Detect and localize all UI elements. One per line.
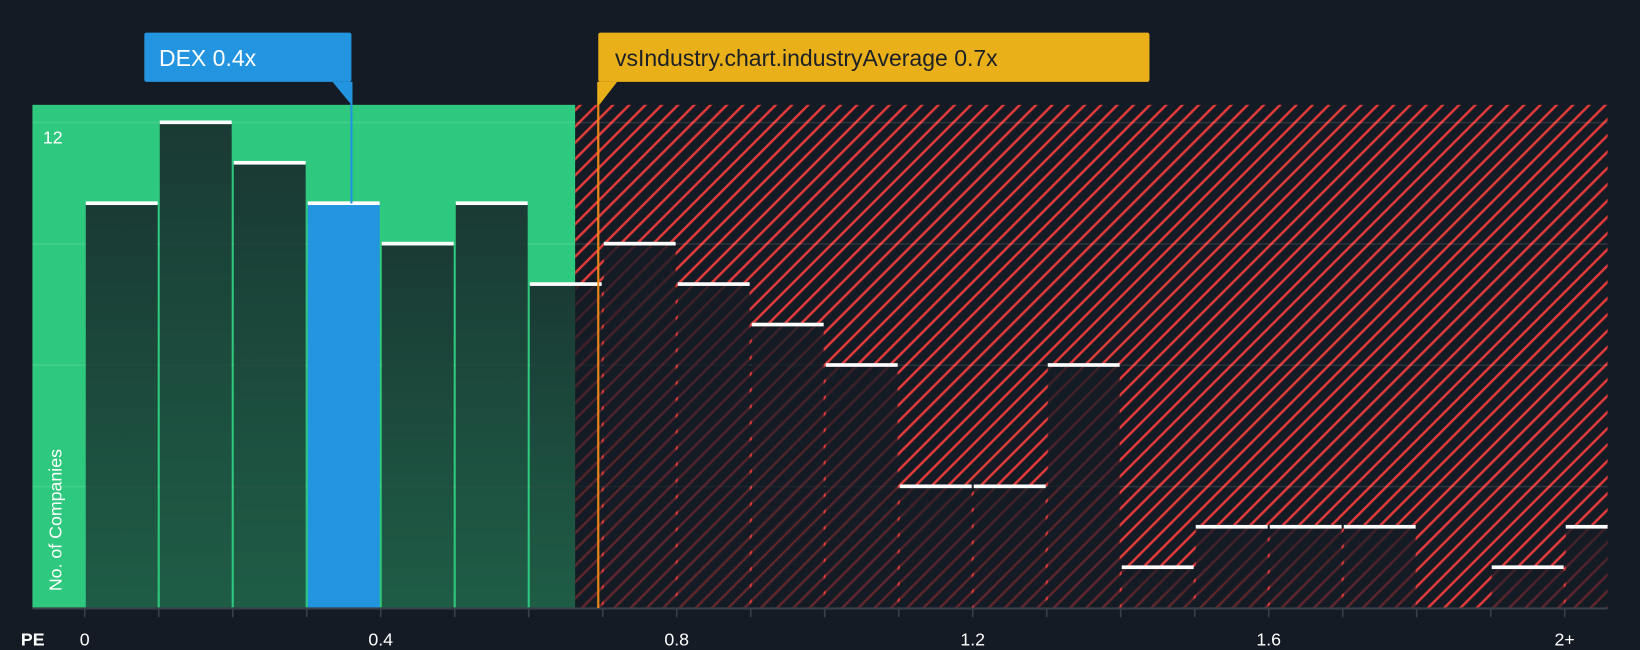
bar-top: [603, 241, 676, 246]
bar-highlighted: [307, 203, 380, 608]
bar-top: [1491, 565, 1564, 570]
company-label: DEX 0.4x: [159, 45, 257, 71]
bar-top: [677, 282, 750, 286]
bar: [1565, 527, 1608, 608]
bar: [1121, 567, 1194, 608]
bar-top: [1269, 524, 1342, 529]
bar-top: [159, 120, 232, 125]
bar: [973, 486, 1046, 608]
industry-average-label: vsIndustry.chart.industryAverage 0.7x: [615, 45, 998, 71]
bar-top: [751, 322, 824, 327]
x-tick-label: 2+: [1555, 630, 1575, 650]
bar-top: [1195, 524, 1268, 529]
bar-top: [899, 484, 972, 489]
x-axis-label: PE: [21, 630, 45, 650]
x-tick-label: 1.6: [1256, 630, 1281, 650]
bar-top: [85, 201, 158, 206]
bar-top: [233, 160, 306, 165]
bar-top: [1121, 565, 1194, 570]
y-tick-label: 12: [43, 128, 63, 148]
bar: [233, 163, 306, 608]
bar: [159, 122, 232, 608]
company-callout: DEX 0.4x: [144, 32, 352, 105]
bar: [1491, 567, 1564, 608]
bar: [1343, 527, 1416, 608]
x-tick-label: 0.8: [664, 630, 689, 650]
bar: [1047, 365, 1120, 608]
bar-top: [529, 282, 602, 286]
bar: [1269, 527, 1342, 608]
bar-top: [1047, 363, 1120, 367]
bar: [455, 203, 528, 608]
bar-top: [825, 363, 898, 367]
x-tick-label: 0.4: [368, 630, 393, 650]
bar-top: [1565, 524, 1608, 529]
bar: [751, 324, 824, 608]
bar-top: [381, 241, 454, 246]
bar: [677, 284, 750, 608]
bar: [899, 486, 972, 608]
x-tick-label: 1.2: [960, 630, 985, 650]
x-tick-label: 0: [80, 630, 90, 650]
bar: [825, 365, 898, 608]
bar: [381, 243, 454, 608]
industry-average-callout: vsIndustry.chart.industryAverage 0.7x: [598, 32, 1150, 105]
bar-top: [973, 484, 1046, 489]
bar-top: [1343, 524, 1416, 529]
bar-top: [455, 201, 528, 206]
bar: [529, 284, 602, 608]
bar: [603, 243, 676, 608]
y-axis-label: No. of Companies: [46, 449, 66, 591]
bar: [85, 203, 158, 608]
bar: [1195, 527, 1268, 608]
bar-top: [307, 201, 380, 206]
